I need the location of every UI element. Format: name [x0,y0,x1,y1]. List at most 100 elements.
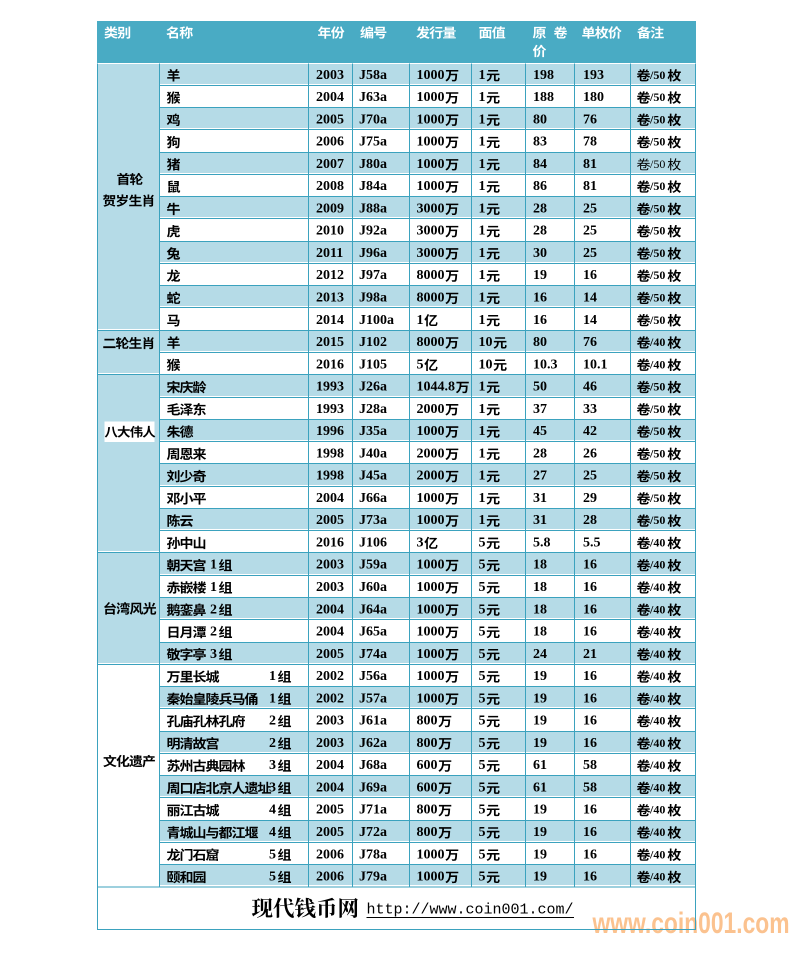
svg-text:80: 80 [533,112,547,127]
svg-text:5.8: 5.8 [533,535,551,550]
svg-text:/50: /50 [649,135,665,149]
svg-text:2000: 2000 [417,446,445,461]
svg-text:4: 4 [269,825,276,840]
svg-text:J45a: J45a [359,469,387,484]
svg-text:5: 5 [479,669,486,684]
svg-text:1000: 1000 [417,90,445,105]
svg-text:1000: 1000 [417,625,445,640]
svg-text:80: 80 [533,335,547,350]
svg-text:2004: 2004 [316,602,344,617]
svg-text:3: 3 [417,535,424,550]
svg-text:1: 1 [479,402,486,417]
svg-text:/50: /50 [649,380,665,394]
svg-text:2009: 2009 [316,201,344,216]
svg-text:2011: 2011 [316,246,343,261]
svg-text:19: 19 [533,669,547,684]
svg-text:/40: /40 [649,714,665,728]
svg-text:16: 16 [583,602,597,617]
svg-text:1: 1 [479,291,486,306]
svg-text:2013: 2013 [316,291,344,306]
svg-text:1: 1 [479,424,486,439]
svg-text:600: 600 [417,780,438,795]
svg-text:5: 5 [479,691,486,706]
svg-text:28: 28 [583,513,597,528]
svg-text:1000: 1000 [417,870,445,885]
svg-text:16: 16 [583,669,597,684]
svg-text:J61a: J61a [359,714,387,729]
svg-text:4: 4 [269,803,276,818]
svg-text:800: 800 [417,736,438,751]
svg-text:25: 25 [583,469,597,484]
svg-text:/40: /40 [649,736,665,750]
svg-text:21: 21 [583,647,597,662]
svg-text:2004: 2004 [316,625,344,640]
svg-text:/50: /50 [649,268,665,282]
svg-text:5: 5 [479,558,486,573]
svg-text:1000: 1000 [417,112,445,127]
svg-text:26: 26 [583,446,597,461]
svg-text:5: 5 [269,870,276,885]
svg-text:3: 3 [269,758,276,773]
svg-text:2005: 2005 [316,513,344,528]
svg-text:3000: 3000 [417,246,445,261]
svg-text:2007: 2007 [316,157,344,172]
svg-text:1: 1 [210,558,217,573]
svg-text:19: 19 [533,714,547,729]
svg-text:18: 18 [533,558,547,573]
svg-text:58: 58 [583,758,597,773]
svg-text:/50: /50 [650,157,665,171]
svg-text:J62a: J62a [359,736,387,751]
svg-text:5: 5 [479,625,486,640]
svg-text:30: 30 [533,246,547,261]
svg-text:50: 50 [533,380,547,395]
svg-text:10: 10 [479,335,493,350]
svg-text:2003: 2003 [316,714,344,729]
svg-text:/40: /40 [649,647,665,661]
svg-text:5.5: 5.5 [583,535,601,550]
svg-text:/40: /40 [649,669,665,683]
svg-text:J96a: J96a [359,246,387,261]
svg-text:1: 1 [479,179,486,194]
svg-text:/50: /50 [649,446,665,460]
svg-text:J56a: J56a [359,669,387,684]
svg-text:1: 1 [479,90,486,105]
svg-text:J60a: J60a [359,580,387,595]
svg-text:1: 1 [479,446,486,461]
svg-text:/40: /40 [649,758,665,772]
svg-text:28: 28 [533,446,547,461]
svg-text:J72a: J72a [359,825,387,840]
svg-text:/40: /40 [649,803,665,817]
svg-text:/50: /50 [649,469,665,483]
svg-text:1993: 1993 [316,402,344,417]
svg-text:19: 19 [533,847,547,862]
svg-text:/50: /50 [649,112,665,126]
svg-text:J68a: J68a [359,758,387,773]
svg-text:188: 188 [533,90,554,105]
svg-text:J88a: J88a [359,201,387,216]
svg-text:/50: /50 [649,201,665,215]
svg-text:16: 16 [533,313,547,328]
svg-text:1000: 1000 [417,647,445,662]
svg-text:8000: 8000 [417,268,445,283]
svg-text:3: 3 [210,647,217,662]
svg-text:/40: /40 [649,847,665,861]
svg-text:16: 16 [583,714,597,729]
svg-text:J69a: J69a [359,780,387,795]
svg-text:1000: 1000 [417,602,445,617]
svg-text:2003: 2003 [316,68,344,83]
svg-text:83: 83 [533,135,547,150]
svg-text:2005: 2005 [316,803,344,818]
svg-text:42: 42 [583,424,597,439]
svg-text:76: 76 [583,335,597,350]
svg-text:2: 2 [210,602,217,617]
svg-text:1998: 1998 [316,469,344,484]
svg-text:1000: 1000 [417,513,445,528]
svg-text:J65a: J65a [359,625,387,640]
svg-text:2: 2 [269,714,276,729]
svg-text:J59a: J59a [359,558,387,573]
svg-text:2004: 2004 [316,758,344,773]
svg-text:/50: /50 [649,90,665,104]
svg-text:J40a: J40a [359,446,387,461]
svg-text:J106: J106 [359,535,387,550]
svg-text:46: 46 [583,380,597,395]
